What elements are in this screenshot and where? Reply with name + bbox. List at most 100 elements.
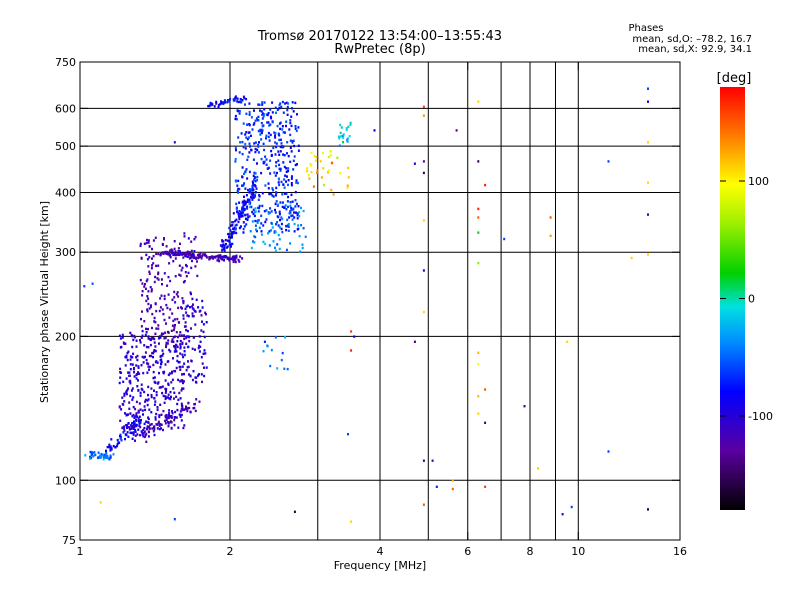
- data-point: [179, 352, 182, 355]
- data-point: [250, 148, 253, 152]
- data-point: [647, 100, 649, 103]
- data-point: [178, 334, 181, 337]
- data-point: [283, 154, 286, 157]
- data-point: [262, 112, 264, 115]
- data-point: [137, 365, 140, 368]
- data-point: [200, 314, 203, 317]
- data-point: [170, 427, 173, 430]
- data-point: [192, 253, 195, 256]
- data-point: [152, 363, 155, 367]
- data-point: [150, 411, 153, 414]
- data-point: [193, 309, 196, 313]
- data-point: [132, 352, 135, 355]
- data-point: [201, 306, 204, 309]
- data-point: [257, 129, 260, 133]
- data-point: [283, 367, 286, 370]
- data-point: [196, 274, 199, 278]
- data-point: [269, 108, 272, 111]
- data-point: [238, 201, 241, 204]
- data-point: [137, 417, 140, 420]
- data-point: [347, 433, 349, 436]
- data-point: [172, 328, 175, 332]
- data-point: [147, 241, 150, 244]
- data-point: [255, 117, 258, 120]
- data-point: [97, 451, 100, 454]
- data-point: [105, 449, 107, 452]
- data-point: [239, 225, 242, 228]
- data-point: [270, 229, 272, 232]
- data-point: [249, 134, 252, 137]
- data-point: [190, 327, 192, 330]
- data-point: [187, 335, 190, 338]
- data-point: [166, 284, 169, 287]
- data-point: [145, 440, 148, 443]
- data-point: [231, 223, 234, 227]
- data-point: [244, 200, 247, 203]
- data-point: [289, 210, 292, 213]
- data-point: [182, 380, 185, 384]
- data-point: [150, 395, 153, 399]
- x-tick-label: 10: [571, 545, 585, 558]
- data-point: [153, 280, 156, 284]
- data-point: [289, 119, 292, 122]
- data-point: [222, 240, 225, 243]
- data-point: [198, 344, 201, 348]
- data-point: [287, 167, 290, 170]
- data-point: [174, 348, 177, 351]
- data-point: [155, 252, 158, 256]
- data-point: [251, 128, 254, 131]
- data-point: [353, 335, 356, 338]
- data-point: [167, 396, 169, 399]
- data-point: [193, 255, 196, 258]
- data-point: [266, 167, 269, 170]
- data-point: [241, 211, 244, 214]
- data-point: [256, 221, 259, 224]
- data-point: [161, 391, 164, 395]
- data-point: [158, 414, 161, 417]
- data-point: [278, 134, 281, 137]
- data-point: [173, 247, 176, 251]
- data-point: [164, 252, 167, 255]
- data-point: [185, 305, 188, 308]
- data-point: [197, 346, 200, 350]
- data-point: [269, 207, 272, 210]
- data-point: [135, 373, 138, 377]
- data-point: [150, 337, 153, 340]
- data-point: [155, 391, 158, 394]
- data-point: [160, 332, 163, 335]
- data-point: [115, 444, 118, 448]
- data-point: [128, 407, 131, 410]
- data-point: [147, 302, 150, 306]
- data-point: [338, 137, 341, 140]
- data-point: [234, 219, 237, 223]
- data-point: [254, 176, 257, 180]
- data-point: [285, 170, 288, 173]
- data-point: [484, 485, 487, 488]
- data-point: [123, 425, 126, 428]
- data-point: [237, 215, 240, 218]
- data-point: [257, 115, 260, 119]
- data-point: [269, 159, 272, 162]
- data-point: [149, 286, 152, 289]
- data-point: [260, 110, 263, 113]
- data-point: [234, 95, 237, 98]
- data-point: [225, 255, 228, 258]
- data-point: [152, 430, 155, 433]
- data-point: [283, 178, 286, 181]
- data-point: [127, 422, 130, 425]
- data-point: [239, 100, 241, 104]
- data-point: [170, 381, 173, 384]
- data-point: [308, 177, 311, 180]
- data-point: [160, 360, 163, 364]
- data-point: [241, 140, 244, 144]
- data-point: [126, 358, 129, 362]
- data-point: [270, 348, 273, 352]
- data-point: [192, 256, 195, 260]
- data-point: [203, 374, 206, 378]
- data-point: [146, 258, 149, 261]
- data-point: [247, 155, 250, 158]
- data-point: [291, 101, 294, 104]
- data-point: [281, 230, 284, 234]
- data-point: [331, 161, 334, 165]
- data-point: [297, 144, 300, 147]
